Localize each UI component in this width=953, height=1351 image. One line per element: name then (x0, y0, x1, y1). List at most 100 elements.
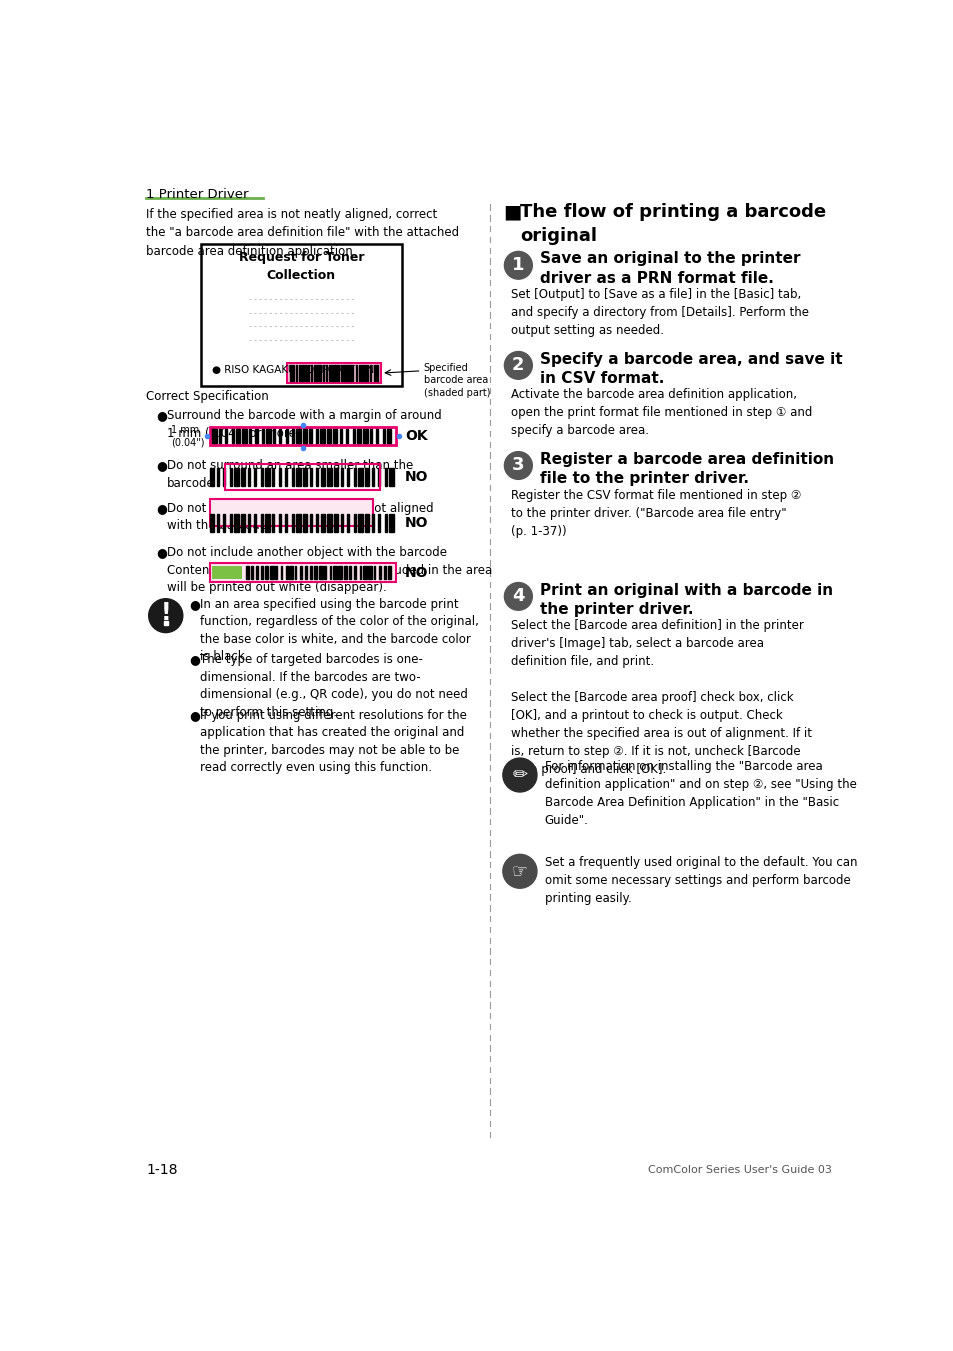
Bar (327, 513, 332, 532)
Bar (301, 365, 303, 381)
Bar (338, 566, 341, 580)
Text: 1 mm
(0.04"): 1 mm (0.04") (171, 426, 205, 447)
Text: ●: ● (156, 546, 167, 559)
Bar (265, 467, 270, 486)
Bar (292, 430, 294, 443)
Bar (265, 566, 268, 580)
Bar (377, 467, 380, 486)
Text: 1-18: 1-18 (146, 1163, 177, 1177)
Bar (377, 513, 380, 532)
Bar (333, 430, 337, 443)
Text: ☞: ☞ (512, 862, 527, 881)
Bar (358, 365, 359, 381)
Bar (260, 467, 263, 486)
Text: NO: NO (405, 516, 428, 530)
Text: NO: NO (405, 470, 428, 484)
Bar (253, 467, 256, 486)
Text: ●: ● (189, 709, 200, 721)
Bar (354, 513, 355, 532)
Bar (330, 566, 331, 580)
Bar (365, 467, 369, 486)
Bar (210, 499, 373, 527)
Bar (334, 467, 338, 486)
Bar (355, 365, 356, 381)
Bar (329, 365, 330, 381)
Text: - - - - - - - - - - - - - - - - - - - - -: - - - - - - - - - - - - - - - - - - - - … (249, 336, 354, 346)
Bar (225, 463, 380, 490)
Text: In an area specified using the barcode print
function, regardless of the color o: In an area specified using the barcode p… (199, 598, 478, 663)
Text: - - - - - - - - - - - - - - - - - - - - -: - - - - - - - - - - - - - - - - - - - - … (249, 323, 354, 331)
Bar (363, 430, 367, 443)
Text: The type of targeted barcodes is one-
dimensional. If the barcodes are two-
dime: The type of targeted barcodes is one- di… (199, 654, 467, 719)
Bar (253, 513, 256, 532)
Bar (375, 365, 377, 381)
Bar (212, 430, 216, 443)
Text: Do not include another object with the barcode
Content other than the black line: Do not include another object with the b… (167, 546, 492, 594)
Bar (275, 566, 276, 580)
Bar (210, 513, 214, 532)
Bar (315, 430, 317, 443)
Bar (340, 513, 342, 532)
Text: Specified
barcode area
(shaded part): Specified barcode area (shaded part) (423, 363, 490, 399)
Bar (218, 430, 221, 443)
Text: Set [Output] to [Save as a file] in the [Basic] tab,
and specify a directory fro: Set [Output] to [Save as a file] in the … (510, 288, 808, 338)
Bar (230, 467, 232, 486)
Bar (371, 513, 374, 532)
Bar (270, 566, 274, 580)
Bar (230, 513, 232, 532)
Text: ● RISO KAGAKU CORPORATION: ● RISO KAGAKU CORPORATION (212, 365, 375, 376)
Bar (245, 566, 249, 580)
Bar (293, 365, 294, 381)
Circle shape (502, 758, 537, 792)
Text: ●: ● (156, 459, 167, 473)
Bar (378, 566, 380, 580)
Text: Do not surround an area smaller than the
barcode: Do not surround an area smaller than the… (167, 459, 413, 490)
Bar (241, 513, 245, 532)
Bar (354, 467, 355, 486)
Bar (359, 566, 361, 580)
Bar (346, 430, 348, 443)
Bar (365, 513, 369, 532)
Text: Surround the barcode with a margin of around
1 mm (0.04") or more: Surround the barcode with a margin of ar… (167, 409, 441, 440)
Circle shape (504, 351, 532, 380)
Bar (289, 566, 293, 580)
Text: If you print using different resolutions for the
application that has created th: If you print using different resolutions… (199, 709, 466, 774)
Text: 4: 4 (512, 588, 524, 605)
Bar (248, 513, 250, 532)
Bar (342, 365, 345, 381)
Bar (296, 467, 300, 486)
Bar (278, 467, 280, 486)
Text: NO: NO (405, 566, 428, 580)
Text: ComColor Series User's Guide 03: ComColor Series User's Guide 03 (648, 1165, 831, 1175)
Bar (210, 563, 395, 582)
Bar (346, 365, 348, 381)
Bar (279, 430, 281, 443)
Bar (234, 513, 238, 532)
Bar (326, 365, 327, 381)
Bar (316, 365, 318, 381)
Bar (371, 467, 374, 486)
Bar (292, 513, 294, 532)
Bar (353, 430, 355, 443)
Bar (384, 467, 387, 486)
Bar (324, 566, 326, 580)
Text: Set a frequently used original to the default. You can
omit some necessary setti: Set a frequently used original to the de… (544, 857, 857, 905)
Bar (287, 363, 381, 384)
Bar (352, 365, 353, 381)
Bar (251, 566, 253, 580)
Bar (304, 365, 307, 381)
Text: Select the [Barcode area definition] in the printer
driver's [Image] tab, select: Select the [Barcode area definition] in … (510, 620, 811, 777)
Text: ■: ■ (502, 203, 520, 222)
Circle shape (504, 451, 532, 480)
Bar (337, 365, 338, 381)
Bar (334, 365, 336, 381)
Bar (285, 467, 287, 486)
Bar (265, 513, 270, 532)
Bar (389, 467, 394, 486)
Bar (384, 513, 387, 532)
Bar (216, 513, 218, 532)
Bar (349, 566, 351, 580)
Bar (305, 566, 307, 580)
Bar (387, 430, 391, 443)
Bar (382, 430, 385, 443)
